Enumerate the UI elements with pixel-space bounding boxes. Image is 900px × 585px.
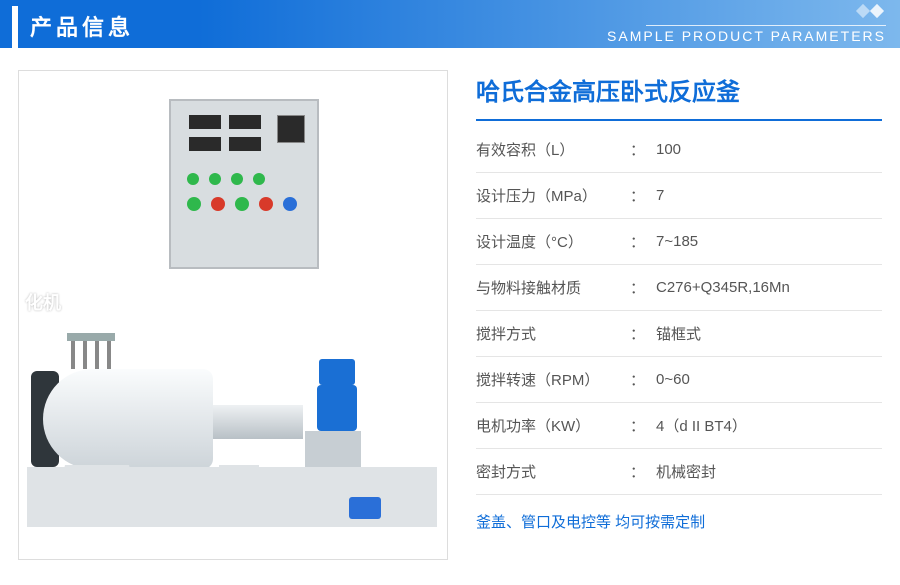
spec-row: 搅拌方式：锚框式: [476, 311, 882, 357]
spec-colon: ：: [630, 231, 656, 252]
spec-row: 设计压力（MPa）：7: [476, 173, 882, 219]
spec-row: 有效容积（L）：100: [476, 127, 882, 173]
spec-colon: ：: [630, 185, 656, 206]
spec-table: 有效容积（L）：100设计压力（MPa）：7设计温度（°C）：7~185与物料接…: [476, 127, 882, 495]
spec-row: 密封方式：机械密封: [476, 449, 882, 495]
product-photo: 化机: [18, 70, 448, 560]
aux-motor: [349, 497, 381, 519]
spec-row: 与物料接触材质：C276+Q345R,16Mn: [476, 265, 882, 311]
spec-colon: ：: [630, 277, 656, 298]
spec-value: 锚框式: [656, 323, 882, 344]
spec-value: 7~185: [656, 233, 882, 250]
control-panel: [169, 99, 319, 269]
product-title: 哈氏合金高压卧式反应釜: [476, 72, 882, 121]
spec-value: 7: [656, 187, 882, 204]
spec-colon: ：: [630, 323, 656, 344]
header-accent-bar: [12, 6, 18, 48]
header-bar: 产品信息 SAMPLE PRODUCT PARAMETERS: [0, 0, 900, 48]
spec-colon: ：: [630, 461, 656, 482]
valves: [71, 339, 111, 369]
header-title: 产品信息: [30, 10, 134, 48]
spec-row: 电机功率（KW）：4（d II BT4）: [476, 403, 882, 449]
spec-label: 设计温度（°C）: [476, 231, 630, 252]
header-underline: [646, 25, 886, 26]
motor-top: [319, 359, 355, 385]
spec-row: 设计温度（°C）：7~185: [476, 219, 882, 265]
product-info: 哈氏合金高压卧式反应釜 有效容积（L）：100设计压力（MPa）：7设计温度（°…: [476, 70, 882, 560]
reactor-body: [43, 369, 213, 469]
spec-label: 搅拌方式: [476, 323, 630, 344]
spec-row: 搅拌转速（RPM）：0~60: [476, 357, 882, 403]
diamond-icon: [856, 4, 870, 18]
customization-note: 釜盖、管口及电控等 均可按需定制: [476, 511, 882, 532]
spec-colon: ：: [630, 415, 656, 436]
reactor-neck: [213, 405, 303, 439]
spec-value: 机械密封: [656, 461, 882, 482]
gearbox: [305, 431, 361, 467]
motor: [317, 385, 357, 431]
spec-value: 100: [656, 141, 882, 158]
header-subtitle: SAMPLE PRODUCT PARAMETERS: [607, 28, 886, 44]
spec-label: 密封方式: [476, 461, 630, 482]
content-area: 化机 哈氏合金高压卧式反应釜 有效容积（L）：100设计压力（MPa）：7设计温…: [0, 48, 900, 582]
spec-label: 有效容积（L）: [476, 139, 630, 160]
spec-value: C276+Q345R,16Mn: [656, 279, 882, 296]
spec-label: 电机功率（KW）: [476, 415, 630, 436]
header-diamond-icons: [858, 6, 882, 16]
diamond-icon: [870, 4, 884, 18]
spec-label: 设计压力（MPa）: [476, 185, 630, 206]
spec-label: 与物料接触材质: [476, 277, 630, 298]
spec-colon: ：: [630, 139, 656, 160]
watermark-text: 化机: [25, 289, 61, 315]
spec-value: 4（d II BT4）: [656, 415, 882, 436]
spec-colon: ：: [630, 369, 656, 390]
spec-label: 搅拌转速（RPM）: [476, 369, 630, 390]
spec-value: 0~60: [656, 371, 882, 388]
